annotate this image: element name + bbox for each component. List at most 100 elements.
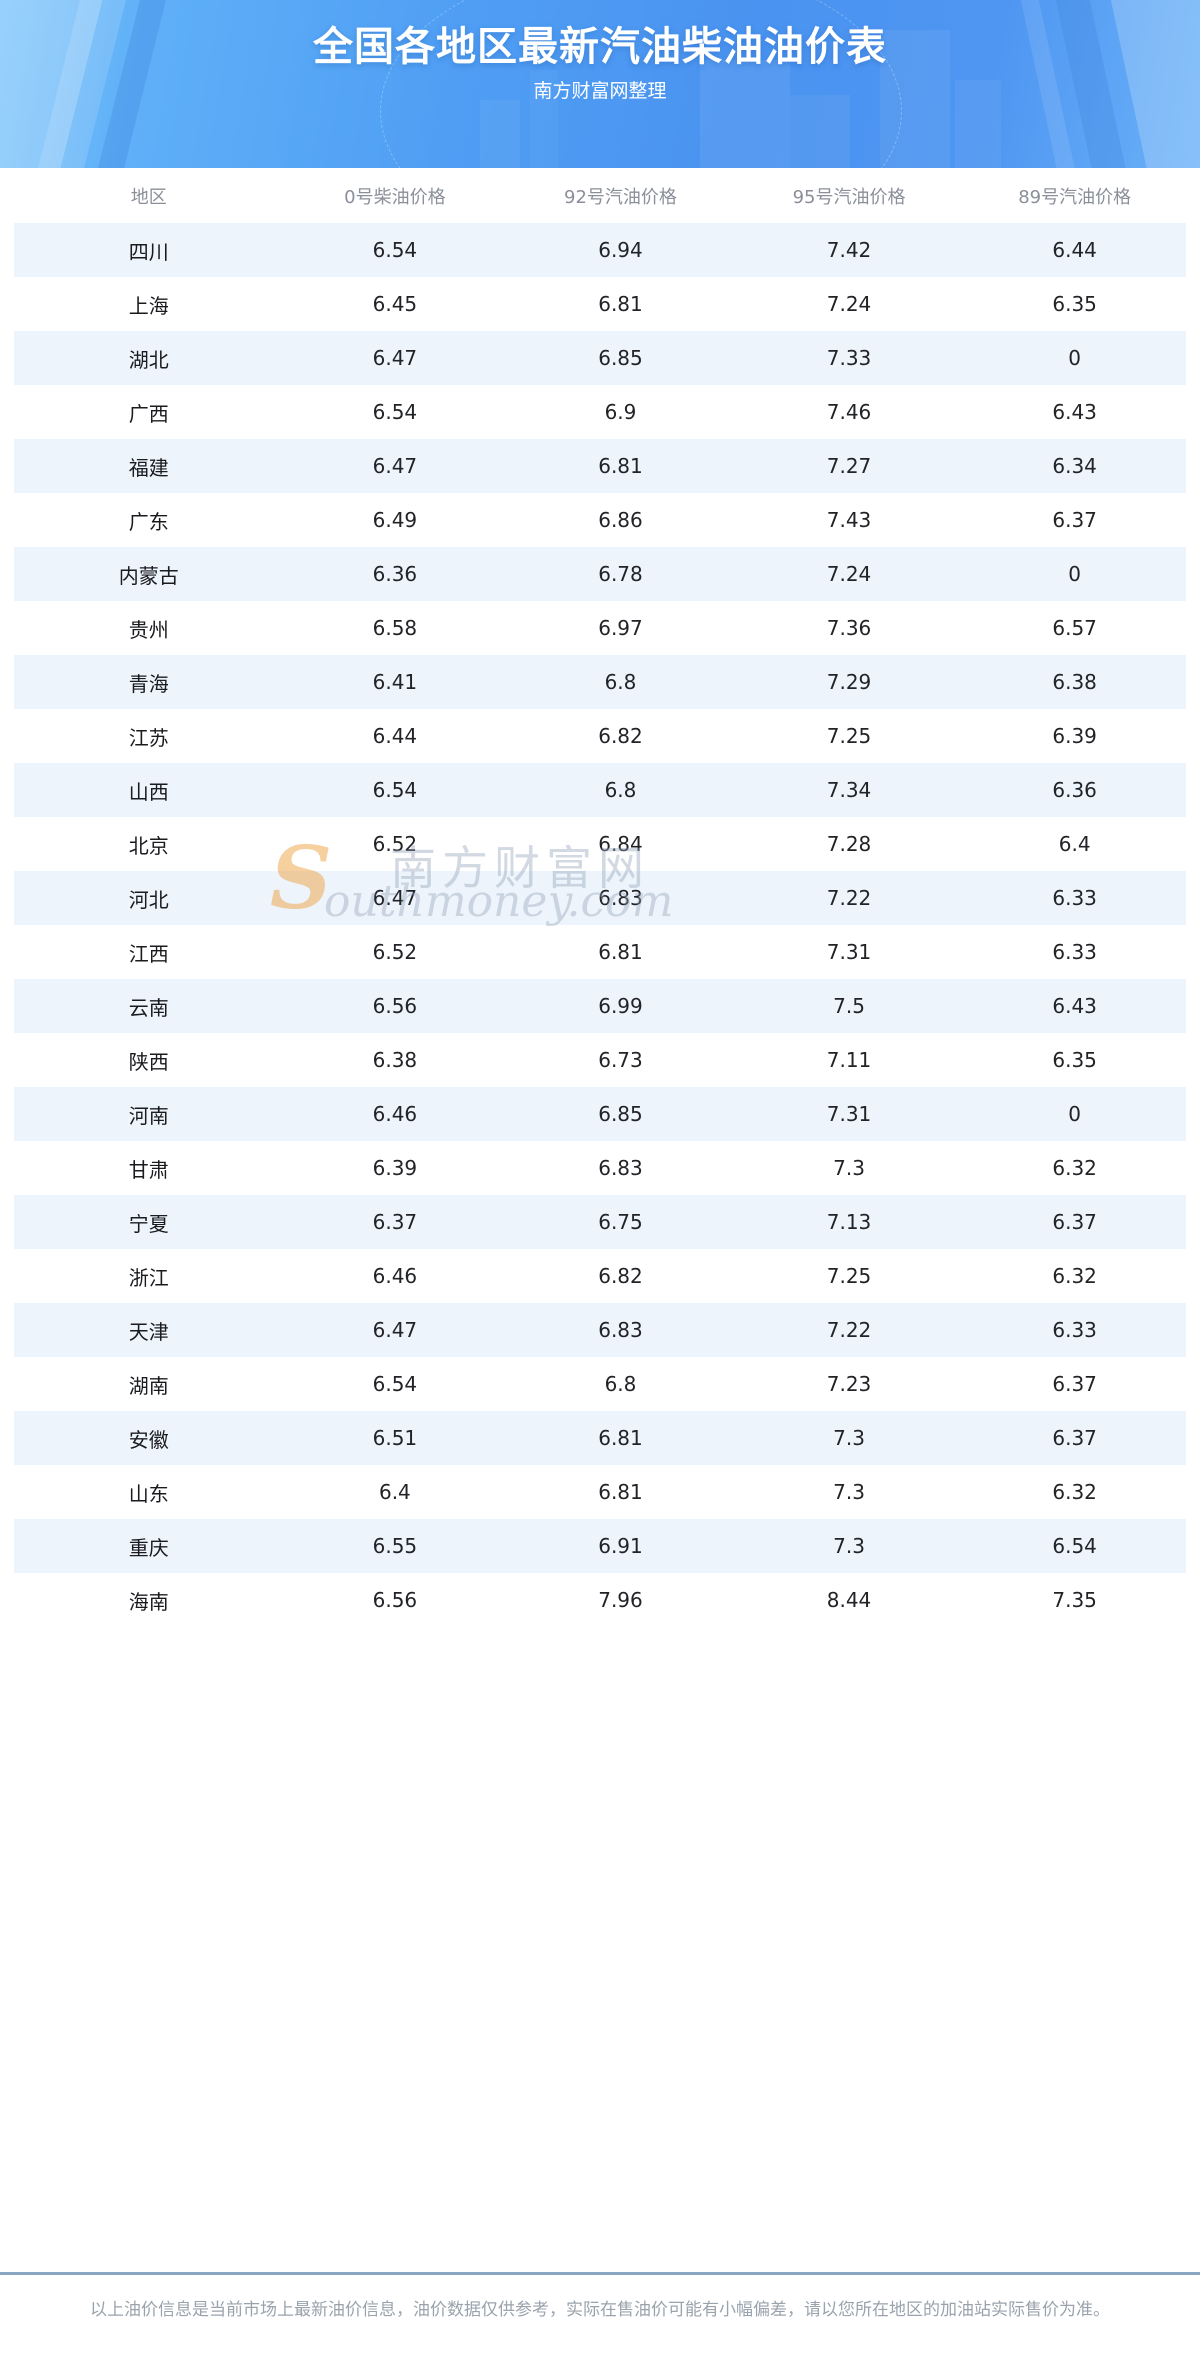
cell-gasoline-89: 6.37 [963,493,1186,547]
cell-gasoline-95: 7.24 [734,277,964,331]
cell-gasoline-89: 6.33 [963,925,1186,979]
table-row: 河北 6.47 6.83 7.22 6.33 [14,871,1186,925]
cell-gasoline-89: 6.32 [963,1141,1186,1195]
cell-gasoline-95: 7.27 [734,439,964,493]
cell-gasoline-92: 6.91 [506,1519,735,1573]
cell-gasoline-95: 7.34 [734,763,964,817]
cell-gasoline-89: 6.37 [963,1195,1186,1249]
cell-gasoline-89: 6.4 [963,817,1186,871]
page-title: 全国各地区最新汽油柴油油价表 [313,24,887,70]
cell-gasoline-95: 7.22 [734,1303,964,1357]
cell-diesel-0: 6.47 [283,871,507,925]
cell-region: 甘肃 [14,1141,284,1195]
cell-region: 贵州 [14,601,284,655]
table-row: 上海 6.45 6.81 7.24 6.35 [14,277,1186,331]
header-banner: 全国各地区最新汽油柴油油价表 南方财富网整理 [0,0,1200,168]
table-row: 海南 6.56 7.96 8.44 7.35 [14,1573,1186,1627]
cell-region: 河北 [14,871,284,925]
cell-diesel-0: 6.39 [283,1141,507,1195]
cell-gasoline-92: 6.94 [506,223,735,277]
cell-diesel-0: 6.58 [283,601,507,655]
column-header-region: 地区 [14,168,284,223]
table-row: 北京 6.52 6.84 7.28 6.4 [14,817,1186,871]
table-header: 地区 0号柴油价格 92号汽油价格 95号汽油价格 89号汽油价格 [14,168,1186,223]
cell-gasoline-92: 6.8 [506,763,735,817]
cell-region: 海南 [14,1573,284,1627]
cell-region: 重庆 [14,1519,284,1573]
cell-gasoline-92: 6.82 [506,709,735,763]
price-table-card: 地区 0号柴油价格 92号汽油价格 95号汽油价格 89号汽油价格 四川 6.54… [14,168,1186,1627]
cell-gasoline-89: 6.37 [963,1357,1186,1411]
cell-gasoline-95: 7.3 [734,1519,964,1573]
cell-gasoline-92: 6.85 [506,1087,735,1141]
table-row: 福建 6.47 6.81 7.27 6.34 [14,439,1186,493]
cell-gasoline-92: 6.99 [506,979,735,1033]
table-row: 青海 6.41 6.8 7.29 6.38 [14,655,1186,709]
cell-gasoline-89: 6.35 [963,1033,1186,1087]
cell-gasoline-92: 6.97 [506,601,735,655]
cell-gasoline-89: 6.33 [963,871,1186,925]
table-row: 宁夏 6.37 6.75 7.13 6.37 [14,1195,1186,1249]
cell-region: 山东 [14,1465,284,1519]
cell-region: 上海 [14,277,284,331]
cell-diesel-0: 6.49 [283,493,507,547]
cell-gasoline-95: 7.22 [734,871,964,925]
cell-region: 湖北 [14,331,284,385]
cell-diesel-0: 6.55 [283,1519,507,1573]
cell-gasoline-92: 6.81 [506,277,735,331]
cell-gasoline-92: 6.83 [506,1303,735,1357]
table-row: 云南 6.56 6.99 7.5 6.43 [14,979,1186,1033]
cell-diesel-0: 6.38 [283,1033,507,1087]
cell-region: 安徽 [14,1411,284,1465]
cell-region: 浙江 [14,1249,284,1303]
cell-region: 北京 [14,817,284,871]
cell-gasoline-89: 6.33 [963,1303,1186,1357]
table-row: 广东 6.49 6.86 7.43 6.37 [14,493,1186,547]
cell-gasoline-92: 6.83 [506,1141,735,1195]
cell-diesel-0: 6.4 [283,1465,507,1519]
cell-diesel-0: 6.46 [283,1087,507,1141]
cell-gasoline-89: 6.43 [963,979,1186,1033]
cell-gasoline-89: 6.32 [963,1249,1186,1303]
cell-region: 福建 [14,439,284,493]
cell-gasoline-89: 6.43 [963,385,1186,439]
cell-diesel-0: 6.41 [283,655,507,709]
cell-gasoline-89: 6.57 [963,601,1186,655]
table-row: 重庆 6.55 6.91 7.3 6.54 [14,1519,1186,1573]
cell-region: 宁夏 [14,1195,284,1249]
cell-diesel-0: 6.46 [283,1249,507,1303]
cell-gasoline-95: 7.43 [734,493,964,547]
table-row: 浙江 6.46 6.82 7.25 6.32 [14,1249,1186,1303]
cell-gasoline-92: 6.81 [506,925,735,979]
cell-gasoline-89: 0 [963,1087,1186,1141]
cell-diesel-0: 6.36 [283,547,507,601]
table-row: 广西 6.54 6.9 7.46 6.43 [14,385,1186,439]
cell-gasoline-95: 7.31 [734,1087,964,1141]
table-row: 湖北 6.47 6.85 7.33 0 [14,331,1186,385]
cell-diesel-0: 6.54 [283,763,507,817]
cell-gasoline-95: 7.3 [734,1141,964,1195]
cell-region: 广东 [14,493,284,547]
cell-gasoline-95: 7.13 [734,1195,964,1249]
cell-diesel-0: 6.54 [283,1357,507,1411]
table-row: 湖南 6.54 6.8 7.23 6.37 [14,1357,1186,1411]
cell-gasoline-95: 7.29 [734,655,964,709]
cell-gasoline-95: 7.25 [734,1249,964,1303]
table-row: 江苏 6.44 6.82 7.25 6.39 [14,709,1186,763]
cell-gasoline-89: 6.35 [963,277,1186,331]
cell-region: 四川 [14,223,284,277]
cell-gasoline-95: 7.3 [734,1411,964,1465]
cell-gasoline-89: 0 [963,547,1186,601]
cell-gasoline-92: 6.85 [506,331,735,385]
cell-gasoline-95: 7.33 [734,331,964,385]
cell-diesel-0: 6.45 [283,277,507,331]
cell-gasoline-89: 6.54 [963,1519,1186,1573]
table-header-row: 地区 0号柴油价格 92号汽油价格 95号汽油价格 89号汽油价格 [14,168,1186,223]
cell-gasoline-95: 7.25 [734,709,964,763]
cell-gasoline-92: 6.73 [506,1033,735,1087]
cell-diesel-0: 6.37 [283,1195,507,1249]
cell-diesel-0: 6.47 [283,331,507,385]
oil-price-table: 地区 0号柴油价格 92号汽油价格 95号汽油价格 89号汽油价格 四川 6.54… [14,168,1186,1627]
cell-gasoline-95: 7.28 [734,817,964,871]
